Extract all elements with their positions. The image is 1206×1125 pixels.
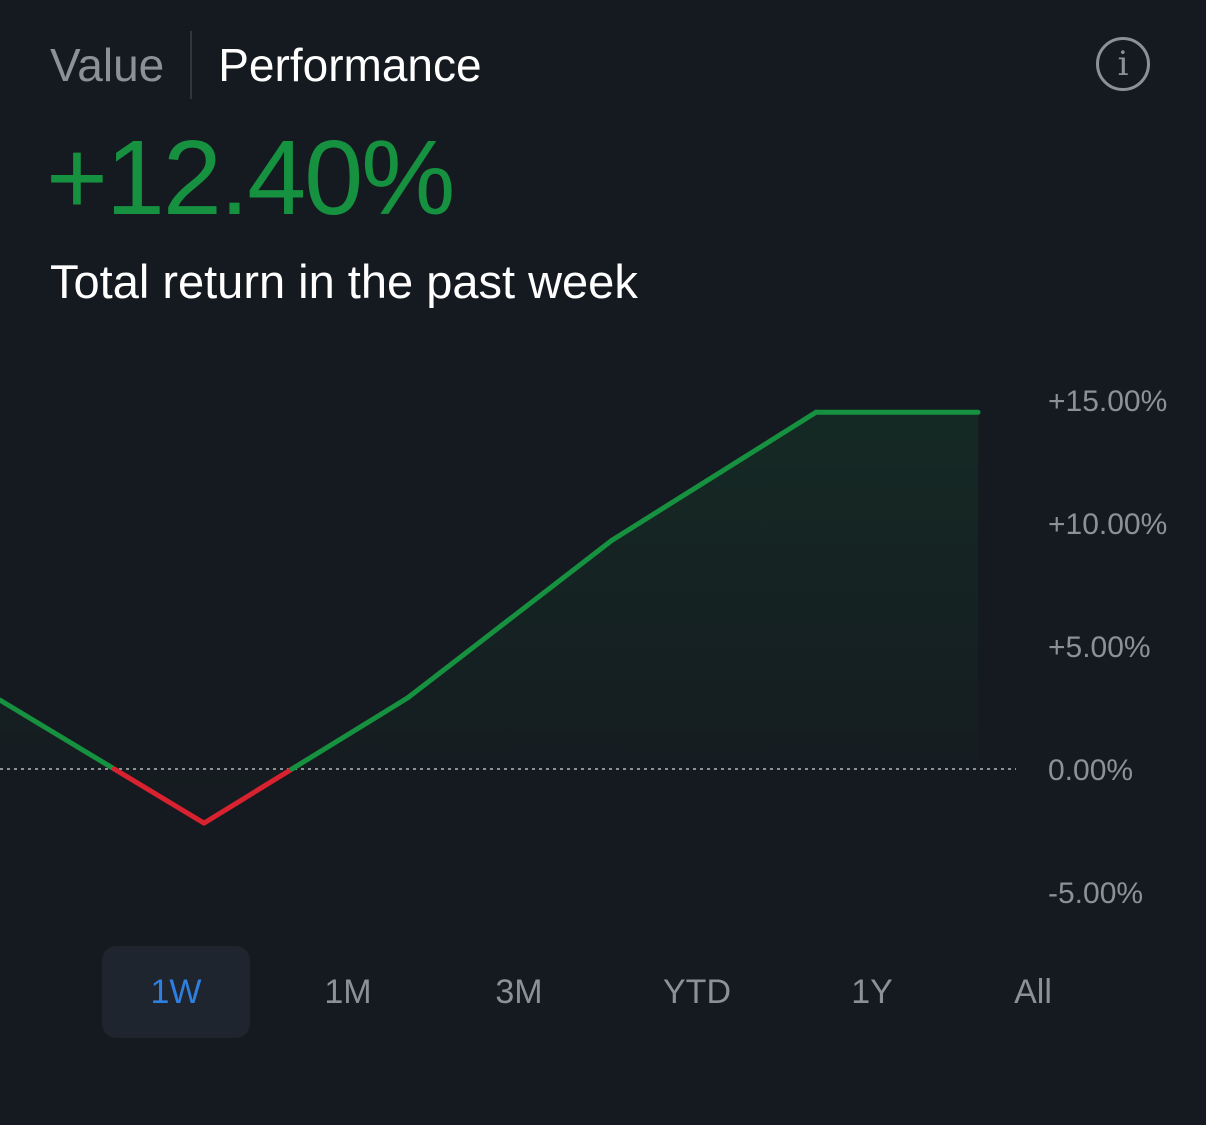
y-tick-label: 0.00% bbox=[1048, 754, 1133, 787]
range-button-1w[interactable]: 1W bbox=[102, 946, 250, 1038]
y-tick-label: +10.00% bbox=[1048, 508, 1167, 541]
range-button-all[interactable]: All bbox=[1014, 973, 1052, 1011]
series-line-segment bbox=[201, 766, 295, 826]
info-icon[interactable]: i bbox=[1096, 37, 1150, 91]
tab-value[interactable]: Value bbox=[50, 39, 165, 91]
range-button-3m[interactable]: 3M bbox=[495, 973, 543, 1011]
y-tick-label: +15.00% bbox=[1048, 385, 1167, 418]
y-tick-label: -5.00% bbox=[1048, 877, 1143, 910]
y-tick-label: +5.00% bbox=[1048, 631, 1151, 664]
series-line-segment bbox=[289, 695, 411, 772]
time-range-selector: 1W 1M 3M YTD 1Y All bbox=[0, 946, 1206, 1038]
total-return-value: +12.40% bbox=[46, 119, 455, 237]
chart-area-fill bbox=[0, 412, 978, 824]
range-button-1y[interactable]: 1Y bbox=[851, 973, 893, 1011]
series-line-segment bbox=[111, 766, 207, 826]
range-button-1m[interactable]: 1M bbox=[324, 973, 372, 1011]
series-line-segment bbox=[405, 537, 615, 701]
tab-performance[interactable]: Performance bbox=[218, 39, 482, 91]
series-line-segment bbox=[0, 697, 117, 772]
series-line-segment bbox=[609, 409, 819, 543]
tab-divider bbox=[190, 31, 193, 99]
range-button-ytd[interactable]: YTD bbox=[663, 973, 731, 1011]
performance-chart: +15.00% +10.00% +5.00% 0.00% -5.00% bbox=[0, 385, 1167, 910]
total-return-label: Total return in the past week bbox=[50, 255, 638, 308]
view-tabs: Value Performance bbox=[50, 30, 482, 100]
